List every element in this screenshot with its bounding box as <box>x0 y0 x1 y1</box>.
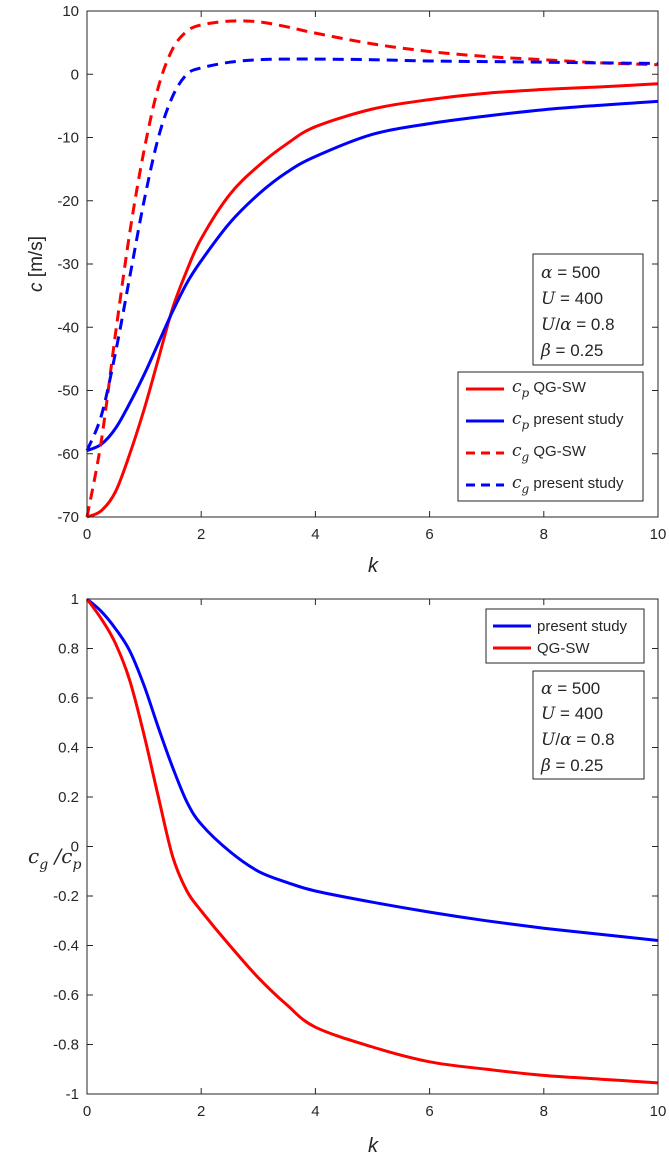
top-y-tick-label-7: 0 <box>71 66 79 83</box>
top-x-tick-label-1: 2 <box>197 526 205 543</box>
top-legend-label-cg-present: cg present study <box>512 473 624 496</box>
top-series-line-1 <box>86 99 659 452</box>
top-y-tick-label-5: -20 <box>57 193 79 210</box>
top-param-alpha: α = 500 <box>541 263 600 283</box>
bottom-y-tick-label-1: -0.8 <box>53 1037 79 1054</box>
top-y-tick-label-2: -50 <box>57 383 79 400</box>
top-y-tick-label-8: 10 <box>62 3 79 20</box>
top-y-tick-label-4: -30 <box>57 256 79 273</box>
bottom-x-tick-label-2: 4 <box>311 1103 319 1120</box>
top-y-tick-label-3: -40 <box>57 319 79 336</box>
bottom-y-tick-label-8: 0.6 <box>58 690 79 707</box>
top-y-axis-label-unit: [m/s] <box>26 236 47 282</box>
top-x-tick-label-5: 10 <box>650 526 667 543</box>
bottom-param-u: U = 400 <box>541 704 603 724</box>
bottom-legend-label-present: present study <box>537 618 628 635</box>
bottom-y-tick-label-10: 1 <box>71 591 79 608</box>
top-y-tick-label-1: -60 <box>57 446 79 463</box>
top-x-tick-label-0: 0 <box>83 526 91 543</box>
top-y-tick-label-0: -70 <box>57 509 79 526</box>
bottom-series-line-1 <box>85 598 659 1085</box>
bottom-x-axis-label: k <box>368 1135 379 1157</box>
top-x-tick-label-3: 6 <box>425 526 433 543</box>
top-x-tick-label-4: 8 <box>540 526 548 543</box>
bottom-legend: present study QG-SW <box>485 608 645 664</box>
bottom-x-tick-label-1: 2 <box>197 1103 205 1120</box>
top-y-ticks: -70 -60 -50 -40 -30 -20 -10 0 10 <box>57 3 658 526</box>
bottom-param-u-over-alpha: U/α = 0.8 <box>541 730 615 750</box>
bottom-legend-label-qgsw: QG-SW <box>537 640 590 657</box>
bottom-x-tick-label-3: 6 <box>425 1103 433 1120</box>
top-legend-label-cp-qgsw: cp QG-SW <box>512 377 587 400</box>
bottom-param-beta: β = 0.25 <box>540 756 603 776</box>
top-chart-series <box>85 19 659 519</box>
top-param-u: U = 400 <box>541 289 603 309</box>
bottom-parameters-box: α = 500 U = 400 U/α = 0.8 β = 0.25 <box>532 670 645 780</box>
top-chart: 0 2 4 6 8 10 -70 -60 -50 -40 -30 -20 -10 0 10 c [m/s]… <box>26 3 666 577</box>
bottom-y-tick-label-6: 0.2 <box>58 789 79 806</box>
top-legend-label-cp-present: cp present study <box>512 409 624 432</box>
bottom-param-alpha: α = 500 <box>541 679 600 699</box>
top-y-axis-label-symbol: c <box>26 282 47 292</box>
bottom-y-tick-label-5: 0 <box>71 839 79 856</box>
top-x-tick-label-2: 4 <box>311 526 319 543</box>
top-x-axis-label: k <box>368 555 379 577</box>
top-y-tick-label-6: -10 <box>57 130 79 147</box>
bottom-y-tick-label-4: -0.2 <box>53 888 79 905</box>
top-series-line-0 <box>86 82 659 519</box>
bottom-y-tick-label-3: -0.4 <box>53 938 79 955</box>
top-series-line-2 <box>85 19 659 518</box>
top-legend-frame <box>457 371 644 502</box>
bottom-y-tick-label-9: 0.8 <box>58 641 79 658</box>
bottom-parameters-frame <box>532 670 645 780</box>
bottom-chart-series <box>85 597 659 1085</box>
bottom-y-tick-label-7: 0.4 <box>58 740 79 757</box>
bottom-y-tick-label-2: -0.6 <box>53 987 79 1004</box>
bottom-chart: 0 2 4 6 8 10 -1 -0.8 -0.6 -0.4 -0.2 0 0.2 0.4 0.6 0.8 1… <box>28 591 666 1157</box>
bottom-x-ticks: 0 2 4 6 8 10 <box>83 599 667 1120</box>
bottom-y-tick-label-0: -1 <box>66 1086 79 1103</box>
bottom-x-tick-label-0: 0 <box>83 1103 91 1120</box>
top-param-beta: β = 0.25 <box>540 341 603 361</box>
top-legend: cp QG-SW cp present study cg QG-SW cg pr… <box>457 371 644 502</box>
top-x-ticks: 0 2 4 6 8 10 <box>83 11 667 543</box>
bottom-x-tick-label-4: 8 <box>540 1103 548 1120</box>
top-y-axis-label: c [m/s] <box>26 236 47 292</box>
bottom-legend-frame <box>485 608 645 664</box>
bottom-series-line-0 <box>86 597 659 942</box>
bottom-x-tick-label-5: 10 <box>650 1103 667 1120</box>
top-series-line-3 <box>85 57 659 452</box>
top-parameters-box: α = 500 U = 400 U/α = 0.8 β = 0.25 <box>532 253 644 366</box>
top-legend-label-cg-qgsw: cg QG-SW <box>512 441 587 464</box>
bottom-y-axis-label: cg /cp <box>28 844 81 873</box>
top-parameters-frame <box>532 253 644 366</box>
top-param-u-over-alpha: U/α = 0.8 <box>541 315 615 335</box>
bottom-y-ticks: -1 -0.8 -0.6 -0.4 -0.2 0 0.2 0.4 0.6 0.8 1 <box>53 591 658 1103</box>
